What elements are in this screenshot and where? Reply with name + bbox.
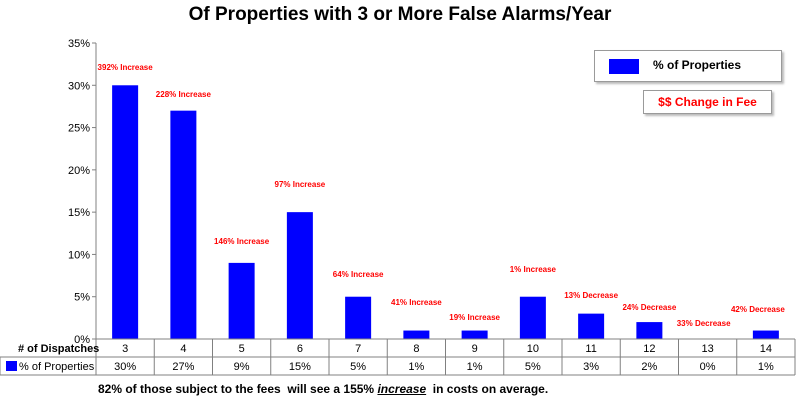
footer-note: 82% of those subject to the fees will se… (98, 382, 548, 396)
bar-annotation: 42% Decrease (731, 305, 785, 314)
bar (578, 313, 605, 339)
legend: % of Properties (594, 50, 782, 82)
table-value: 2% (641, 361, 657, 373)
x-tick-label: 9 (472, 343, 478, 355)
y-tick-label: 0% (74, 334, 90, 346)
bar-annotation: 41% Increase (391, 298, 442, 307)
footer-text-after: in costs on average. (426, 382, 549, 396)
x-tick-label: 13 (702, 343, 714, 355)
x-tick-label: 3 (122, 343, 128, 355)
y-tick-label: 30% (68, 80, 90, 92)
x-tick-label: 4 (180, 343, 186, 355)
bar (286, 212, 313, 339)
bar (461, 330, 488, 339)
bar (345, 296, 372, 339)
x-tick-label: 12 (643, 343, 655, 355)
table-value: 1% (758, 361, 774, 373)
bar (112, 85, 139, 340)
x-tick-label: 6 (297, 343, 303, 355)
table-value: 5% (350, 361, 366, 373)
table-value: 9% (234, 361, 250, 373)
table-legend-swatch (6, 361, 17, 371)
table-value: 30% (114, 361, 136, 373)
y-tick-label: 10% (68, 249, 90, 261)
bar (752, 330, 779, 339)
y-tick-label: 25% (68, 123, 90, 135)
fee-change-label: $$ Change in Fee (643, 90, 772, 114)
x-tick-label: 7 (355, 343, 361, 355)
y-tick-label: 5% (74, 292, 90, 304)
bar-annotation: 1% Increase (510, 265, 557, 274)
bar-annotation: 64% Increase (333, 270, 384, 279)
bar-annotation: 13% Decrease (564, 291, 618, 300)
bar (228, 262, 255, 339)
legend-swatch (609, 59, 639, 74)
bar-annotation: 97% Increase (275, 180, 326, 189)
table-value: 5% (525, 361, 541, 373)
table-value: 1% (408, 361, 424, 373)
x-tick-label: 11 (585, 343, 596, 355)
bar-annotation: 392% Increase (98, 63, 154, 72)
row-header: # of Dispatches (18, 343, 99, 355)
table-value: 1% (467, 361, 483, 373)
x-tick-label: 8 (413, 343, 419, 355)
bar-annotation: 19% Increase (449, 313, 500, 322)
y-tick-label: 15% (68, 207, 90, 219)
x-tick-label: 14 (760, 343, 772, 355)
table-value: 3% (583, 361, 599, 373)
y-tick-label: 20% (68, 165, 90, 177)
x-tick-label: 10 (527, 343, 539, 355)
table-value: 0% (700, 361, 716, 373)
y-tick-label: 35% (68, 38, 90, 50)
x-tick-label: 5 (239, 343, 245, 355)
bar-annotation: 146% Increase (214, 237, 270, 246)
footer-text-before: 82% of those subject to the fees will se… (98, 382, 378, 396)
bar (636, 322, 663, 339)
table-value: 15% (289, 361, 311, 373)
table-value: 27% (172, 361, 194, 373)
bar (519, 296, 546, 339)
bar-annotation: 33% Decrease (677, 319, 731, 328)
bar (403, 330, 430, 339)
legend-label: % of Properties (653, 58, 742, 72)
chart-title: Of Properties with 3 or More False Alarm… (188, 4, 612, 25)
bar-annotation: 24% Decrease (622, 303, 676, 312)
bar (170, 110, 197, 340)
bar-annotation: 228% Increase (156, 90, 212, 99)
table-series-label: % of Properties (19, 361, 95, 373)
footer-emphasis: increase (377, 382, 427, 396)
